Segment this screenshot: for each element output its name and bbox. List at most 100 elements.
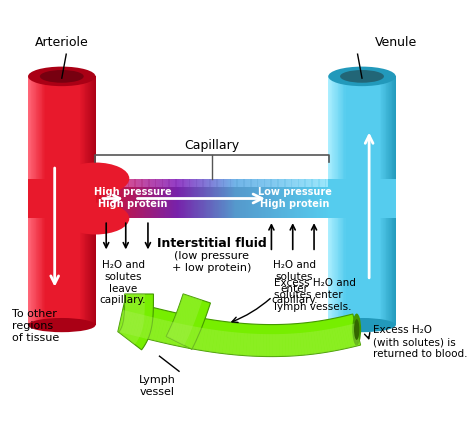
Bar — [109, 179, 111, 219]
Polygon shape — [191, 327, 199, 350]
Polygon shape — [167, 335, 185, 344]
Bar — [387, 77, 389, 326]
Bar — [326, 179, 328, 187]
Bar — [323, 179, 325, 187]
Bar — [142, 179, 144, 219]
Bar — [28, 77, 29, 326]
Bar — [36, 77, 37, 326]
Bar — [344, 77, 345, 326]
Bar — [382, 77, 383, 326]
Bar — [331, 77, 332, 326]
Bar — [336, 179, 342, 193]
Bar — [160, 179, 163, 187]
Bar — [175, 179, 178, 219]
Bar — [143, 179, 145, 187]
Polygon shape — [285, 334, 289, 356]
Polygon shape — [120, 331, 137, 342]
Polygon shape — [171, 325, 190, 334]
Bar — [248, 179, 250, 187]
Polygon shape — [339, 327, 346, 349]
Bar — [392, 77, 393, 326]
Bar — [105, 179, 107, 219]
Polygon shape — [121, 328, 140, 338]
Bar — [100, 179, 107, 193]
Bar — [380, 77, 381, 326]
Bar — [180, 179, 182, 187]
Bar — [321, 179, 323, 219]
Bar — [108, 179, 109, 219]
Bar — [100, 179, 101, 219]
Bar — [204, 179, 206, 219]
Bar — [294, 179, 296, 187]
Bar — [340, 77, 341, 326]
Bar — [247, 179, 249, 219]
Bar — [281, 179, 283, 187]
Polygon shape — [123, 311, 130, 334]
Bar — [300, 205, 306, 219]
Bar — [300, 179, 306, 193]
Polygon shape — [119, 332, 136, 345]
Bar — [360, 205, 366, 219]
Bar — [251, 179, 253, 219]
Bar — [109, 179, 111, 187]
Bar — [234, 179, 236, 187]
Polygon shape — [198, 328, 205, 351]
Bar — [341, 77, 342, 326]
Bar — [381, 77, 382, 326]
Polygon shape — [166, 336, 185, 346]
Bar — [179, 179, 181, 187]
Bar — [337, 77, 339, 326]
Bar — [81, 77, 82, 326]
Polygon shape — [125, 297, 145, 298]
Polygon shape — [239, 333, 244, 356]
Bar — [327, 179, 329, 187]
Bar — [286, 179, 288, 219]
Bar — [91, 77, 92, 326]
Bar — [232, 179, 234, 187]
Bar — [378, 179, 384, 193]
Bar — [172, 179, 174, 187]
Polygon shape — [314, 332, 319, 354]
Polygon shape — [195, 328, 202, 350]
Bar — [204, 179, 206, 187]
Polygon shape — [182, 298, 201, 304]
Bar — [244, 179, 246, 187]
Bar — [122, 179, 124, 219]
Polygon shape — [222, 332, 228, 354]
Bar — [386, 77, 387, 326]
Bar — [202, 179, 205, 219]
Polygon shape — [279, 334, 283, 356]
Bar — [360, 179, 366, 193]
Bar — [142, 179, 144, 187]
Bar — [330, 179, 336, 193]
Bar — [224, 179, 226, 187]
Bar — [155, 179, 156, 187]
Polygon shape — [122, 325, 142, 331]
Bar — [279, 179, 281, 187]
Bar — [278, 179, 280, 187]
Bar — [214, 179, 216, 219]
Polygon shape — [188, 326, 196, 349]
Polygon shape — [229, 332, 235, 355]
Bar — [320, 179, 322, 219]
Bar — [160, 179, 163, 219]
Polygon shape — [249, 334, 254, 356]
Text: Venule: Venule — [375, 36, 418, 49]
Bar — [52, 205, 58, 219]
Bar — [173, 179, 175, 219]
Polygon shape — [133, 314, 141, 336]
Bar — [212, 179, 214, 187]
Polygon shape — [173, 320, 192, 329]
Bar — [307, 179, 309, 187]
Bar — [275, 179, 277, 219]
Polygon shape — [122, 326, 141, 334]
Polygon shape — [270, 335, 273, 357]
Bar — [278, 179, 280, 219]
Bar — [131, 179, 133, 187]
Bar — [182, 179, 185, 187]
Bar — [378, 205, 384, 219]
Bar — [227, 179, 229, 187]
Bar — [128, 179, 129, 219]
Bar — [354, 205, 360, 219]
Bar — [159, 179, 161, 187]
